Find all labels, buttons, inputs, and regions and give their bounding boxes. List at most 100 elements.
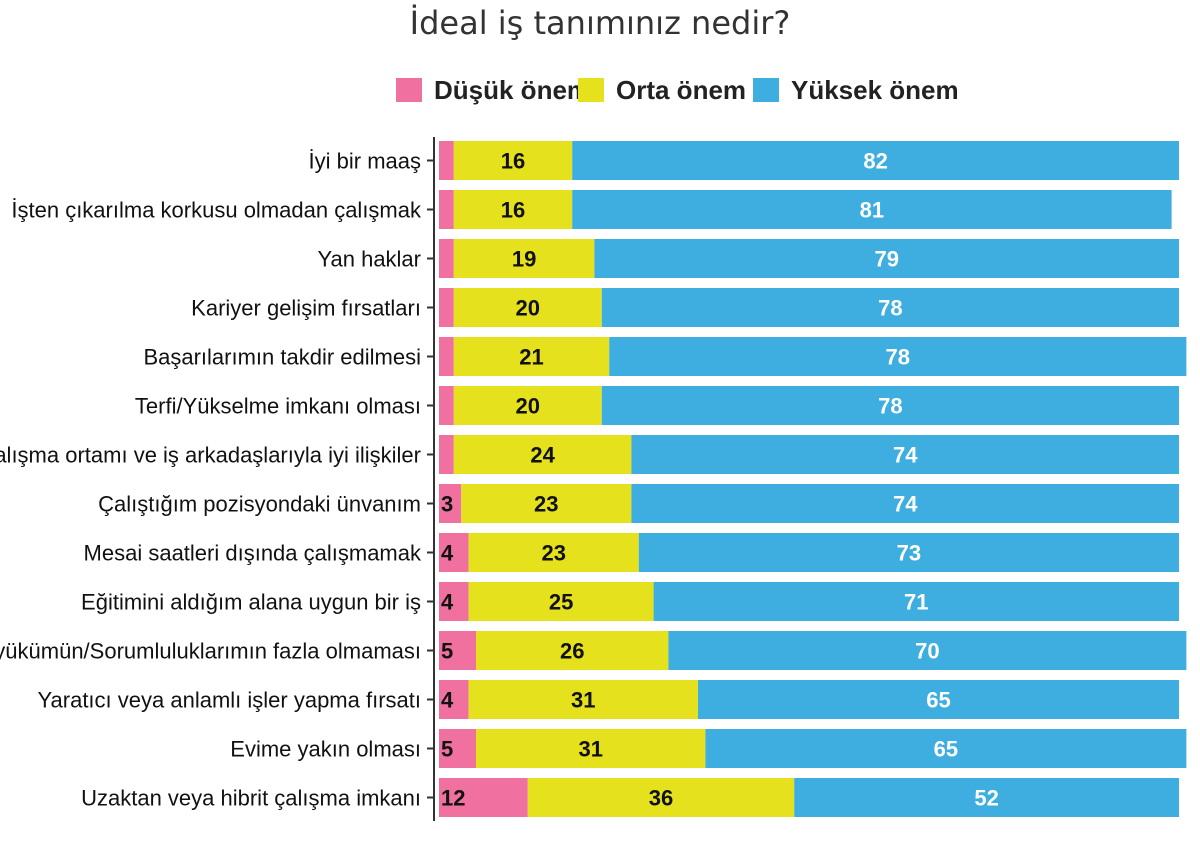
value-label-high: 70 [915,639,939,664]
value-label-mid: 16 [501,198,525,223]
value-label-mid: 31 [571,688,595,713]
value-label-mid: 20 [516,296,540,321]
category-label: Eğitimini aldığım alana uygun bir iş [81,590,421,615]
bar-low [439,337,454,376]
bar-low [439,680,469,719]
value-label-mid: 26 [560,639,584,664]
value-label-mid: 19 [512,247,536,272]
value-label-mid: 16 [501,149,525,174]
bar-low [439,484,462,523]
bar-low [439,582,469,621]
category-label: İş yükümün/Sorumluluklarımın fazla olmam… [0,639,421,664]
value-label-high: 52 [974,786,998,811]
legend-swatch-low [396,78,422,102]
value-label-high: 78 [886,345,910,370]
category-label: Başarılarımın takdir edilmesi [143,345,421,370]
bar-high [794,778,1179,817]
value-label-mid: 36 [649,786,673,811]
bar-high [631,484,1179,523]
bar-mid [453,386,602,425]
bar-mid [461,484,632,523]
value-label-mid: 31 [578,737,602,762]
value-label-high: 78 [878,394,902,419]
bar-low [439,729,476,768]
value-label-high: 79 [874,247,898,272]
legend: Düşük önem Orta önem Yüksek önem [0,75,1200,105]
category-label: Evime yakın olması [230,737,421,762]
legend-swatch-mid [578,78,604,102]
category-label: Çalışma ortamı ve iş arkadaşlarıyla iyi … [0,443,421,468]
bar-mid [453,239,595,278]
value-label-mid: 23 [541,541,565,566]
bar-low [439,288,454,327]
bar-mid [468,582,654,621]
legend-label-mid: Orta önem [616,74,747,105]
value-label-low: 4 [441,590,454,615]
value-label-mid: 25 [549,590,573,615]
bar-mid [453,141,573,180]
value-label-high: 65 [934,737,958,762]
bar-low [439,778,528,817]
bar-mid [476,631,669,670]
value-label-mid: 23 [534,492,558,517]
category-label: Kariyer gelişim fırsatları [191,296,421,321]
category-label: Çalıştığım pozisyondaki ünvanım [98,492,421,517]
bar-high [601,386,1179,425]
category-label: Uzaktan veya hibrit çalışma imkanı [81,786,421,811]
value-label-high: 74 [893,443,918,468]
bar-mid [453,288,602,327]
legend-swatch-high [753,78,779,102]
category-label: İyi bir maaş [309,149,421,174]
category-label: İşten çıkarılma korkusu olmadan çalışmak [11,198,422,223]
bar-low [439,190,454,229]
legend-label-high: Yüksek önem [791,74,959,105]
bar-low [439,386,454,425]
bar-high [594,239,1179,278]
bar-mid [468,680,698,719]
bar-low [439,141,454,180]
legend-item-mid: Orta önem [578,75,746,105]
bar-low [439,435,454,474]
value-label-low: 5 [441,737,453,762]
bar-high [705,729,1187,768]
value-label-low: 4 [441,688,454,713]
value-label-mid: 21 [519,345,543,370]
value-label-mid: 24 [530,443,555,468]
bar-low [439,631,476,670]
bar-high [638,533,1179,572]
bar-high [601,288,1179,327]
value-label-high: 65 [926,688,950,713]
bar-mid [453,190,573,229]
bar-high [668,631,1187,670]
legend-label-low: Düşük önem [434,74,591,105]
bar-low [439,533,469,572]
value-label-high: 81 [860,198,884,223]
chart-title: İdeal iş tanımınız nedir? [409,4,791,42]
value-label-high: 74 [893,492,918,517]
category-label: Yan haklar [317,247,421,272]
category-label: Terfi/Yükselme imkanı olması [135,394,421,419]
bar-high [698,680,1179,719]
bar-mid [476,729,706,768]
value-label-high: 71 [904,590,928,615]
bar-mid [453,337,610,376]
value-label-low: 3 [441,492,453,517]
bar-high [572,190,1172,229]
value-label-high: 73 [897,541,921,566]
bar-low [439,239,454,278]
legend-item-high: Yüksek önem [753,75,959,105]
bar-mid [468,533,639,572]
value-label-low: 12 [441,786,465,811]
bar-mid [527,778,795,817]
category-label: Yaratıcı veya anlamlı işler yapma fırsat… [37,688,421,713]
bar-high [572,141,1179,180]
bar-high [631,435,1179,474]
bar-high [653,582,1179,621]
bar-mid [453,435,632,474]
value-label-high: 78 [878,296,902,321]
value-label-high: 82 [863,149,887,174]
value-label-mid: 20 [516,394,540,419]
bar-high [609,337,1187,376]
value-label-low: 5 [441,639,453,664]
